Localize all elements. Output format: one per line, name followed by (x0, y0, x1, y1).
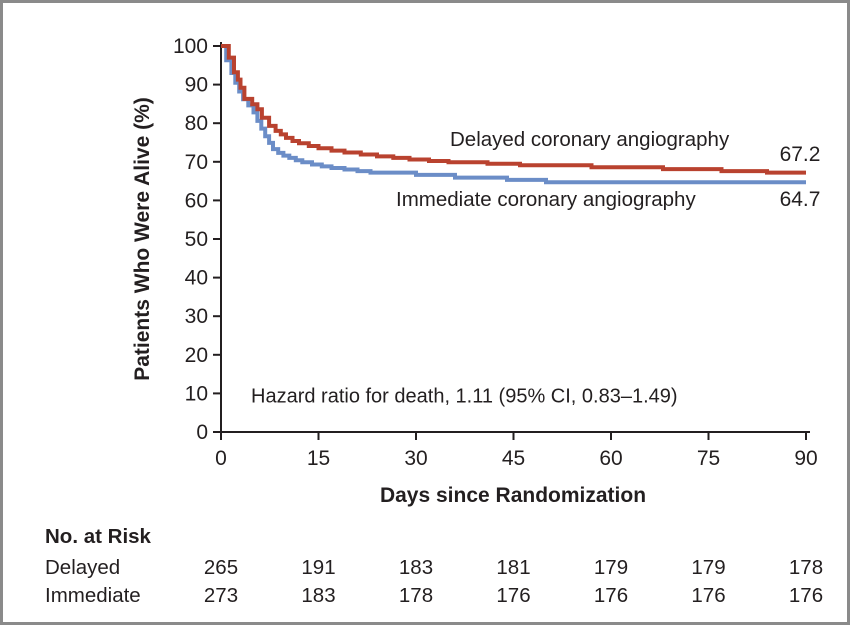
y-tick-label: 80 (185, 112, 208, 135)
x-tick-label: 90 (794, 447, 817, 470)
delayed-curve (221, 44, 806, 175)
axes (220, 42, 810, 433)
x-tick-label: 30 (404, 447, 427, 470)
risk-value: 265 (203, 556, 239, 579)
risk-value: 176 (691, 584, 726, 607)
risk-value: 178 (788, 556, 824, 579)
risk-row-label-immediate: Immediate (45, 584, 141, 607)
x-tick-label: 15 (307, 447, 330, 470)
risk-value: 179 (593, 556, 629, 579)
y-tick-label: 70 (185, 151, 208, 174)
survival-chart: 0 10 20 30 40 50 60 70 80 90 100 0 15 30 45 60 75 90 (173, 35, 818, 470)
delayed-end-value: 67.2 (779, 143, 821, 166)
y-tick-label: 100 (173, 35, 208, 58)
y-tick-label: 50 (185, 228, 208, 251)
risk-value: 183 (301, 584, 336, 607)
x-tick-label: 60 (599, 447, 622, 470)
risk-value: 178 (398, 584, 434, 607)
risk-value: 176 (496, 584, 531, 607)
x-tick-label: 45 (502, 447, 525, 470)
risk-value: 176 (788, 584, 824, 607)
y-tick-label: 40 (185, 267, 208, 290)
x-axis-title: Days since Randomization (379, 484, 647, 507)
x-tick-label: 0 (215, 447, 227, 470)
immediate-curve-label: Immediate coronary angiography (396, 188, 696, 211)
risk-value: 191 (301, 556, 336, 579)
risk-value: 181 (496, 556, 531, 579)
y-tick-label: 30 (185, 305, 208, 328)
risk-value: 183 (398, 556, 434, 579)
risk-value: 273 (203, 584, 239, 607)
delayed-curve-label: Delayed coronary angiography (450, 128, 730, 151)
y-tick-label: 90 (185, 74, 208, 97)
x-tick-label: 75 (697, 447, 720, 470)
risk-value: 179 (691, 556, 726, 579)
y-axis-title: Patients Who Were Alive (%) (131, 97, 154, 381)
risk-row-label-delayed: Delayed (45, 556, 121, 579)
hazard-ratio-annotation: Hazard ratio for death, 1.11 (95% CI, 0.… (251, 385, 678, 408)
y-tick-label: 20 (185, 344, 208, 367)
y-tick-label: 0 (196, 421, 208, 444)
y-tick-label: 60 (185, 189, 208, 212)
risk-table-title: No. at Risk (45, 525, 151, 548)
immediate-end-value: 64.7 (779, 188, 821, 211)
risk-value: 176 (593, 584, 629, 607)
y-tick-label: 10 (185, 382, 208, 405)
